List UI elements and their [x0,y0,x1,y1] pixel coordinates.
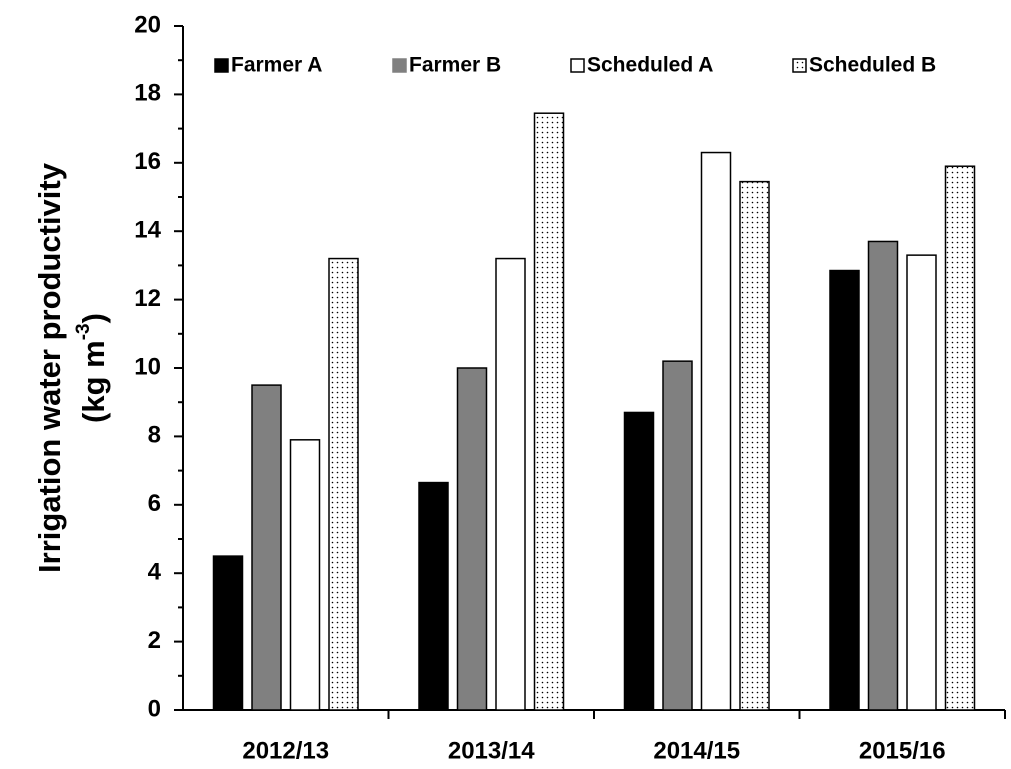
bar [623,411,655,711]
legend-label: Scheduled B [809,54,936,77]
legend-swatch [392,58,407,73]
x-tick-label: 2013/14 [448,737,535,764]
bar [906,254,937,711]
legend-label: Farmer A [231,54,322,77]
x-tick-label: 2012/13 [242,737,329,764]
bar [739,180,770,711]
y-tick-label: 18 [134,80,161,107]
y-tick-label: 12 [134,285,161,312]
legend-swatch [792,58,807,73]
bar [328,257,359,711]
legend-swatch [570,58,585,73]
bar [495,257,526,711]
bar [251,384,282,711]
y-tick-label: 16 [134,148,161,175]
x-tick-label: 2014/15 [653,737,740,764]
legend-label: Scheduled A [587,54,713,77]
legend-swatch [214,58,229,73]
y-tick-label: 0 [148,695,161,722]
y-axis-unit: (kg m-3) [73,313,111,423]
legend-label: Farmer B [409,54,501,77]
bar [418,481,449,711]
bar [829,269,860,711]
y-tick-label: 2 [148,627,161,654]
bar [662,360,693,711]
unit-end: ) [76,313,111,323]
y-axis-label: Irrigation water productivity [32,162,67,573]
y-tick-label: 14 [134,217,161,244]
x-tick-label: 2015/16 [859,737,946,764]
y-tick-label: 4 [148,559,162,586]
y-tick-label: 10 [134,353,161,380]
y-tick-label: 8 [148,422,161,449]
unit-text: (kg m [76,340,111,423]
y-tick-label: 6 [148,490,161,517]
bar [867,240,899,711]
unit-sup: -3 [73,323,94,340]
bar [289,439,321,711]
bar [456,367,488,711]
y-tick-label: 20 [134,11,161,38]
bar [212,555,244,711]
bar [944,165,976,711]
bar [533,112,565,711]
bar [700,151,732,711]
